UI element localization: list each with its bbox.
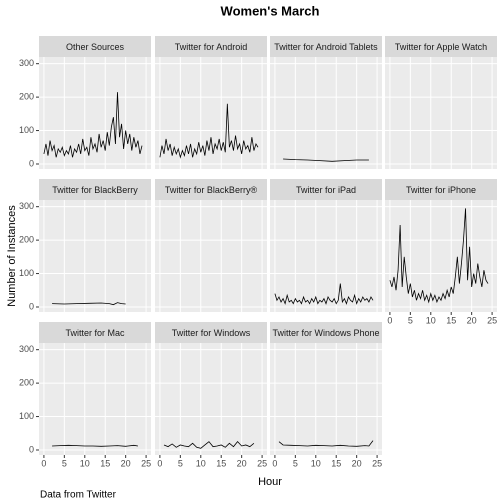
x-tick-label: 5: [62, 458, 67, 468]
strip-label: Twitter for Android Tablets: [274, 42, 378, 52]
x-tick-label: 0: [41, 458, 46, 468]
y-tick-label: 100: [19, 125, 34, 135]
strip: [155, 322, 267, 343]
x-tick-label: 0: [157, 458, 162, 468]
strip: [155, 36, 267, 57]
x-tick-label: 5: [178, 458, 183, 468]
x-tick-label: 5: [408, 315, 413, 325]
y-tick-label: 200: [19, 377, 34, 387]
x-tick-label: 15: [446, 315, 456, 325]
strip: [155, 179, 267, 200]
strip-label: Twitter for Windows: [172, 328, 251, 338]
x-tick-label: 25: [487, 315, 497, 325]
series-line: [52, 444, 138, 447]
strip: [270, 179, 382, 200]
x-tick-label: 10: [196, 458, 206, 468]
panel: [270, 343, 382, 455]
x-tick-label: 10: [80, 458, 90, 468]
strip-label: Twitter for Windows Phone: [272, 328, 379, 338]
x-tick-label: 25: [141, 458, 151, 468]
y-tick-label: 0: [29, 158, 34, 168]
x-tick-label: 0: [272, 458, 277, 468]
x-tick-label: 20: [467, 315, 477, 325]
x-tick-label: 20: [121, 458, 131, 468]
panel: [385, 57, 497, 169]
x-axis-title: Hour: [258, 476, 282, 488]
y-tick-label: 100: [19, 411, 34, 421]
strip-label: Twitter for iPad: [296, 185, 356, 195]
x-tick-label: 15: [216, 458, 226, 468]
y-tick-label: 300: [19, 344, 34, 354]
strip-label: Twitter for Mac: [65, 328, 125, 338]
series-line: [43, 92, 143, 158]
panel: [39, 343, 151, 455]
panel: [39, 57, 151, 169]
series-line: [389, 208, 489, 304]
panel: [39, 200, 151, 312]
strip-label: Twitter for Apple Watch: [395, 42, 487, 52]
y-tick-label: 0: [29, 444, 34, 454]
y-tick-label: 200: [19, 91, 34, 101]
strip-label: Other Sources: [66, 42, 125, 52]
strip-label: Twitter for Android: [175, 42, 248, 52]
x-tick-label: 0: [387, 315, 392, 325]
strip-label: Twitter for BlackBerry: [52, 185, 138, 195]
chart-title: Women's March: [221, 3, 320, 18]
series-line: [52, 302, 126, 306]
strip-label: Twitter for iPhone: [406, 185, 476, 195]
y-tick-label: 300: [19, 201, 34, 211]
caption: Data from Twitter: [40, 490, 117, 501]
y-tick-label: 300: [19, 58, 34, 68]
panel: [270, 200, 382, 312]
panel: [155, 200, 267, 312]
x-tick-label: 5: [293, 458, 298, 468]
panel: [155, 343, 267, 455]
x-tick-label: 15: [100, 458, 110, 468]
series-line: [163, 441, 255, 449]
series-line: [274, 283, 374, 305]
strip: [39, 322, 151, 343]
y-axis-title: Number of Instances: [6, 205, 18, 307]
strip: [385, 36, 497, 57]
panel: [270, 57, 382, 169]
strip-label: Twitter for BlackBerry®: [165, 185, 258, 195]
x-tick-label: 25: [257, 458, 267, 468]
strip: [39, 179, 151, 200]
strip: [270, 322, 382, 343]
series-line: [159, 103, 259, 159]
x-tick-label: 15: [331, 458, 341, 468]
y-tick-label: 0: [29, 301, 34, 311]
series-line: [283, 158, 369, 162]
strip: [385, 179, 497, 200]
x-tick-label: 20: [237, 458, 247, 468]
y-tick-label: 100: [19, 268, 34, 278]
strip: [39, 36, 151, 57]
x-tick-label: 25: [372, 458, 382, 468]
x-tick-label: 20: [352, 458, 362, 468]
panel: [385, 200, 497, 312]
y-tick-label: 200: [19, 234, 34, 244]
strip: [270, 36, 382, 57]
x-tick-label: 10: [426, 315, 436, 325]
x-tick-label: 10: [311, 458, 321, 468]
series-line: [278, 440, 374, 447]
